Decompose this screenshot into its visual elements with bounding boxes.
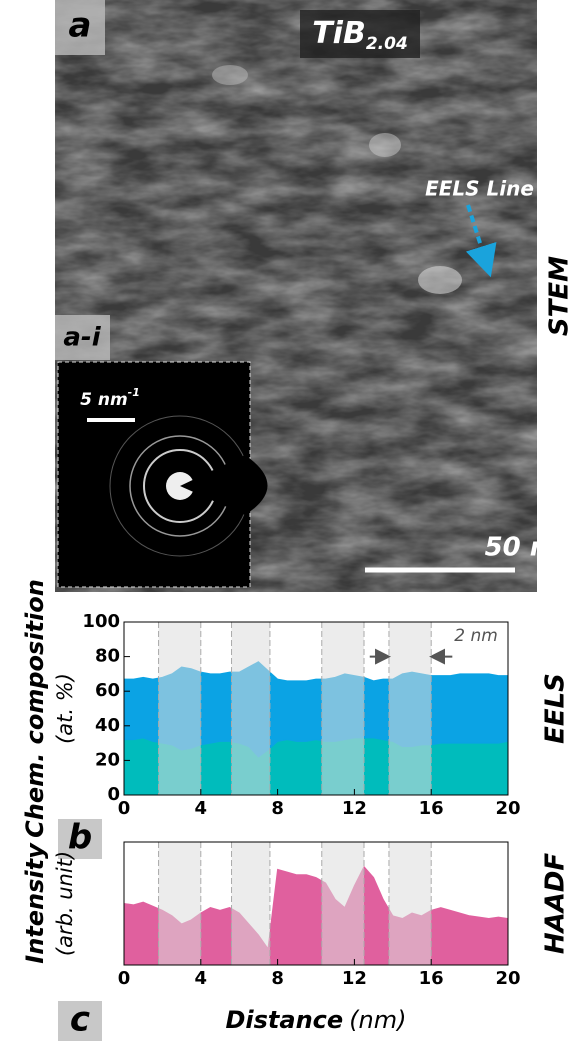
y-tick-label: 60 xyxy=(95,680,120,701)
x-tick-label: 8 xyxy=(271,968,284,989)
figure: a TiB2.04 EELS Line Scan STEM a-i 5 nm-1… xyxy=(0,0,577,1050)
x-tick-label: 20 xyxy=(495,968,520,989)
y-tick-label: 0 xyxy=(107,784,120,805)
side-label: STEM xyxy=(545,256,575,336)
stem-image xyxy=(55,0,537,592)
panel-label: a xyxy=(69,6,92,46)
scan-label: EELS Line Scan xyxy=(425,177,577,201)
highlight-band xyxy=(389,622,431,795)
scale-bar-label: 50 nm xyxy=(485,533,576,563)
highlight-band xyxy=(159,842,201,965)
panel-label: c xyxy=(70,1000,90,1040)
y-tick-label: 100 xyxy=(82,611,120,632)
highlight-band xyxy=(322,842,364,965)
highlight-band xyxy=(232,842,270,965)
x-tick-label: 4 xyxy=(195,798,208,819)
annotation: 2 nm xyxy=(454,626,498,646)
highlight-band xyxy=(232,622,270,795)
y-tick-label: 40 xyxy=(95,715,120,736)
y-tick-label: 20 xyxy=(95,749,120,770)
y-label-unit: (at. %) xyxy=(53,673,77,744)
highlight-band xyxy=(389,842,431,965)
y-label: Chem. composition xyxy=(21,579,49,838)
x-tick-label: 4 xyxy=(195,968,208,989)
highlight-band xyxy=(322,622,364,795)
x-tick-label: 12 xyxy=(342,968,367,989)
x-tick-label: 8 xyxy=(271,798,284,819)
inset-label: a-i xyxy=(63,323,101,353)
y-label-unit: (arb. unit) xyxy=(53,851,77,956)
side-label: EELS xyxy=(541,673,571,744)
highlight-band xyxy=(159,622,201,795)
x-tick-label: 16 xyxy=(419,798,444,819)
side-label: HAADF xyxy=(541,853,571,955)
x-tick-label: 12 xyxy=(342,798,367,819)
x-tick-label: 0 xyxy=(118,968,131,989)
x-label: Distance(nm) xyxy=(225,1006,406,1034)
y-tick-label: 80 xyxy=(95,646,120,667)
x-tick-label: 16 xyxy=(419,968,444,989)
y-label: Intensity xyxy=(21,842,49,964)
x-tick-label: 20 xyxy=(495,798,520,819)
